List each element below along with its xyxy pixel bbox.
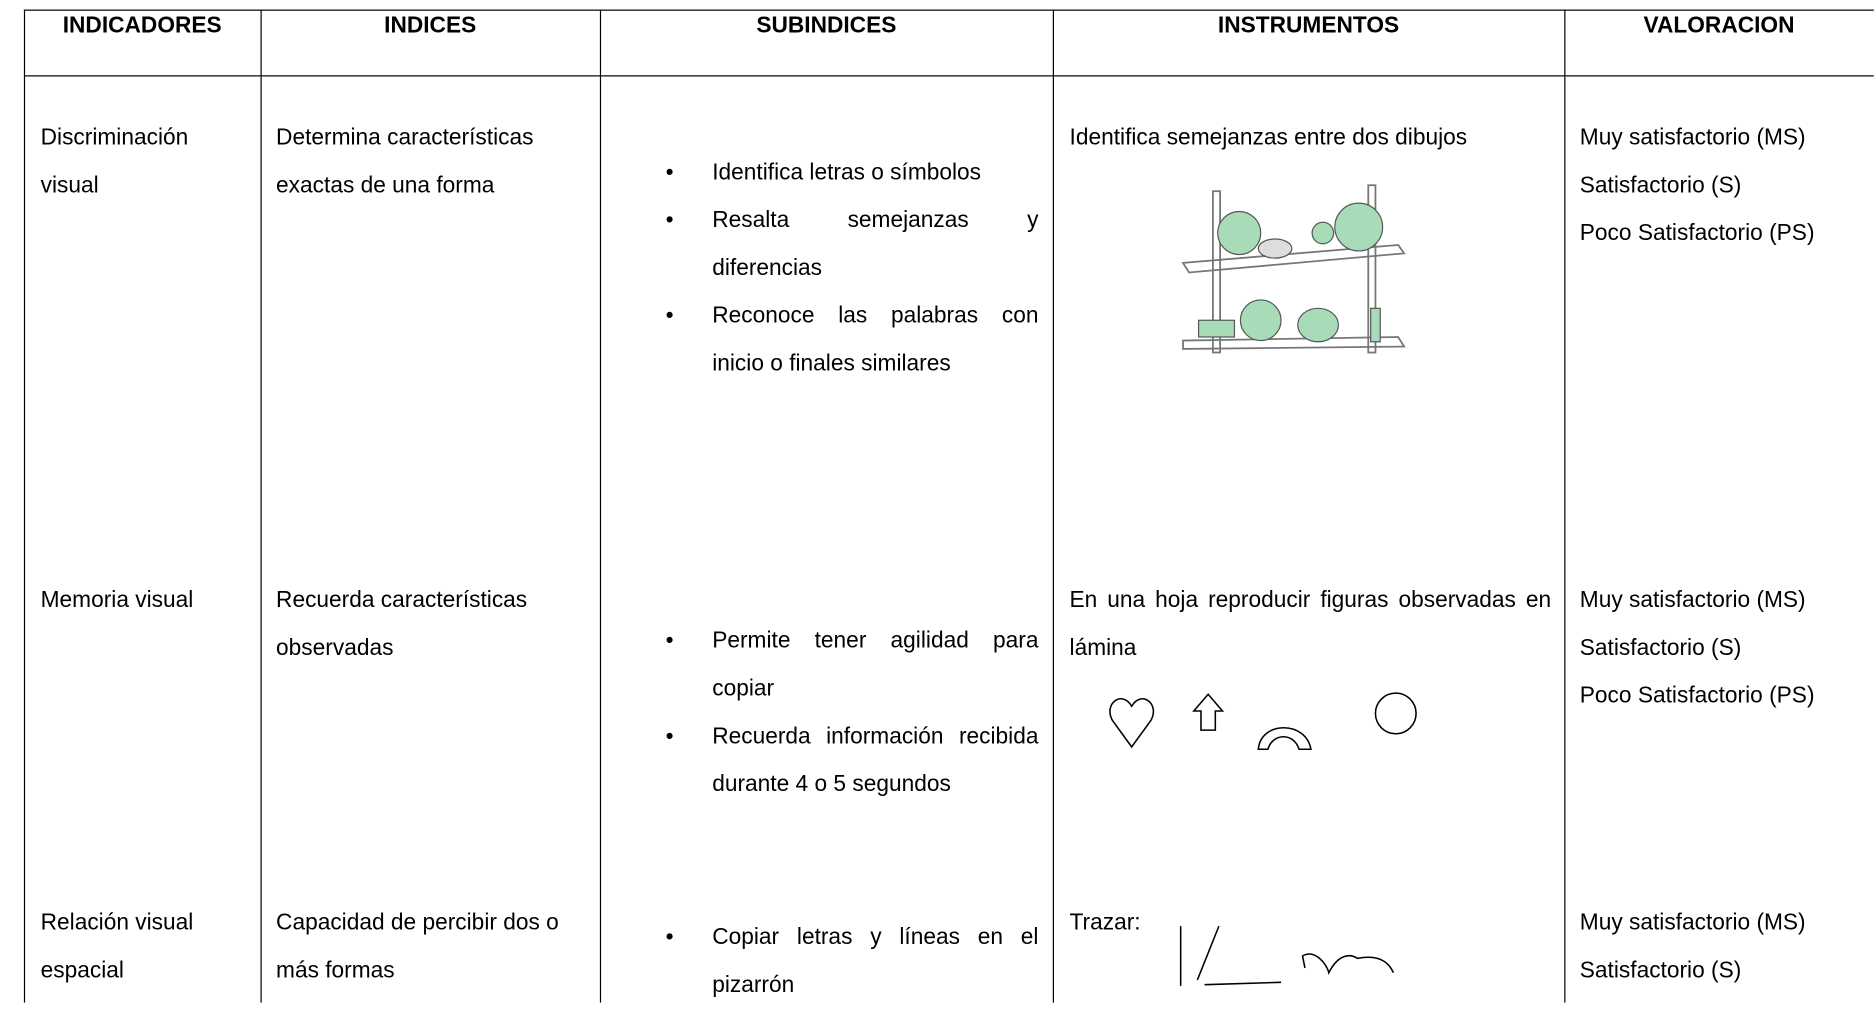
rule: [23, 9, 1874, 11]
indicator: Discriminación visual: [40, 125, 189, 199]
subindex-list: Permite tener agilidad para copiarRecuer…: [666, 618, 1039, 809]
subindex-list: Identifica letras o símbolosResalta seme…: [666, 149, 1039, 389]
header-cell: INDICADORES: [62, 13, 222, 39]
rule: [599, 9, 602, 1003]
shelf-illustration: [1181, 184, 1406, 354]
rating: Satisfactorio (S): [1579, 958, 1742, 984]
instrument: Identifica semejanzas entre dos dibujos: [1069, 125, 1468, 151]
rating: Poco Satisfactorio (PS): [1579, 683, 1815, 709]
rule: [23, 9, 26, 1003]
rating: Satisfactorio (S): [1579, 635, 1742, 661]
header-cell: SUBINDICES: [756, 13, 897, 39]
index: Determina características exactas de una…: [276, 125, 534, 199]
instrument: En una hoja reproducir figuras observada…: [1069, 587, 1552, 661]
rule: [1052, 9, 1054, 1003]
subindex: Copiar letras y líneas en el pizarrón: [666, 914, 1039, 1010]
rule: [260, 9, 262, 1003]
rating: Muy satisfactorio (MS): [1579, 125, 1806, 151]
rule: [1564, 9, 1566, 1003]
index: Recuerda características observadas: [276, 587, 528, 661]
lines-illustration: [1179, 925, 1395, 986]
rating: Poco Satisfactorio (PS): [1579, 221, 1815, 247]
subindex: Recuerda información recibida durante 4 …: [666, 713, 1039, 809]
indicator: Relación visual espacial: [40, 910, 194, 984]
shapes-illustration: [1109, 692, 1417, 751]
subindex: Permite tener agilidad para copiar: [666, 618, 1039, 714]
rating: Muy satisfactorio (MS): [1579, 910, 1806, 936]
subindex: Identifica letras o símbolos: [666, 149, 1038, 197]
instrument: Trazar:: [1069, 910, 1141, 936]
index: Capacidad de percibir dos o más formas: [276, 910, 559, 984]
header-cell: INSTRUMENTOS: [1217, 13, 1400, 39]
rating: Satisfactorio (S): [1579, 173, 1742, 199]
rule: [23, 75, 1874, 77]
rating: Muy satisfactorio (MS): [1579, 587, 1806, 614]
subindex: Resalta semejanzas y diferencias: [666, 197, 1039, 293]
header-cell: INDICES: [384, 13, 477, 39]
subindex-list: Copiar letras y líneas en el pizarrón: [666, 914, 1039, 1010]
indicator: Memoria visual: [40, 587, 194, 614]
subindex: Reconoce las palabras con inicio o final…: [666, 293, 1039, 389]
header-cell: VALORACION: [1643, 13, 1795, 39]
